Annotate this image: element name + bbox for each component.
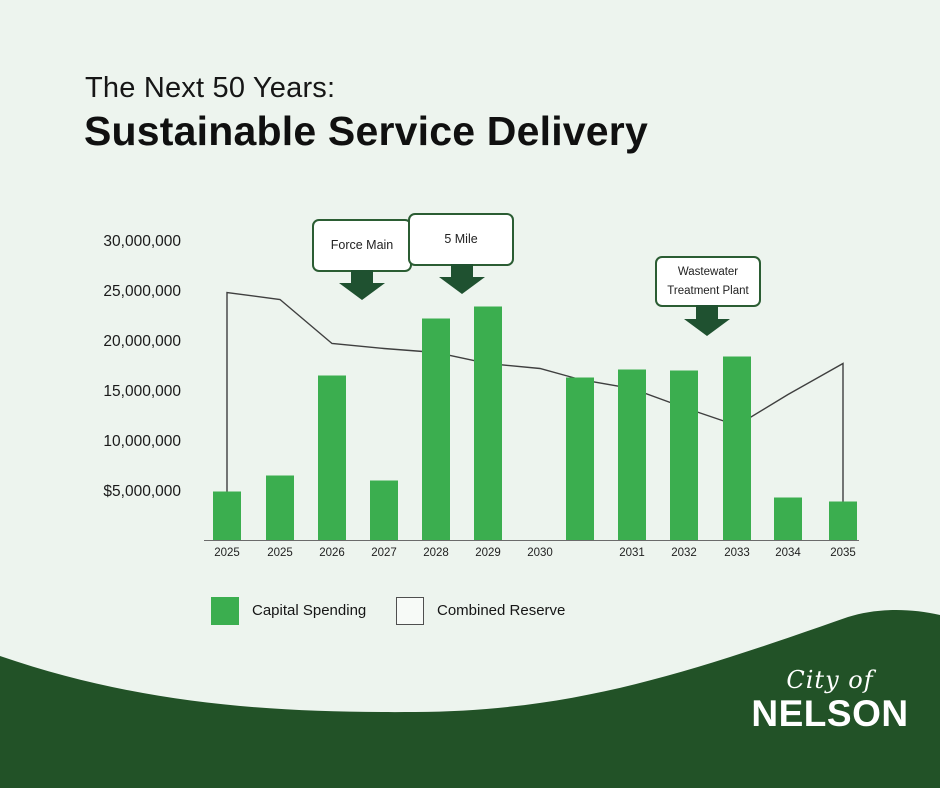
x-tick-2031-8: 2031 — [619, 547, 645, 559]
legend-label-capital-spending: Capital Spending — [252, 602, 367, 619]
logo-city-of: City of — [786, 666, 874, 694]
logo-nelson: NELSON — [751, 693, 909, 734]
x-tick-2025-0: 2025 — [214, 547, 240, 559]
legend-item-combined-reserve: Combined Reserve — [396, 596, 565, 625]
bar-2029 — [474, 306, 502, 541]
callout-force-main: Force Main — [312, 219, 412, 272]
bar-2025 — [213, 491, 241, 541]
x-tick-2026-2: 2026 — [319, 547, 345, 559]
footer-wave — [0, 609, 940, 788]
callout-wastewater-treatment-plant: Wastewater Treatment Plant — [655, 256, 761, 307]
bar-2033 — [723, 356, 751, 541]
x-tick-2034-11: 2034 — [775, 547, 801, 559]
x-tick-2035-12: 2035 — [830, 547, 856, 559]
callout-5-mile: 5 Mile — [408, 213, 514, 266]
bar-2032 — [670, 370, 698, 541]
city-of-nelson-logo: City of NELSON — [735, 666, 925, 735]
callout-5-mile-label: 5 Mile — [444, 232, 478, 246]
y-tick-10000000: 10,000,000 — [103, 433, 181, 450]
bar-2028 — [422, 318, 450, 541]
x-tick-2029-5: 2029 — [475, 547, 501, 559]
callout-force-main-label: Force Main — [330, 238, 394, 252]
down-arrow-icon — [684, 305, 730, 336]
y-tick-25000000: 25,000,000 — [103, 283, 181, 300]
x-tick-2033-10: 2033 — [724, 547, 750, 559]
y-tick-15000000: 15,000,000 — [103, 383, 181, 400]
bar-2031 — [618, 369, 646, 541]
title-kicker: The Next 50 Years: — [85, 72, 336, 104]
bar-2027 — [370, 480, 398, 541]
bar-2025 — [266, 475, 294, 541]
bar-2035 — [829, 501, 857, 541]
y-tick-5000000: $5,000,000 — [103, 483, 181, 500]
page-title: Sustainable Service Delivery — [84, 108, 648, 154]
bar-2026 — [318, 375, 346, 541]
bar-2034 — [774, 497, 802, 541]
legend-label-combined-reserve: Combined Reserve — [437, 602, 566, 619]
legend-item-capital-spending: Capital Spending — [211, 596, 366, 625]
down-arrow-icon — [439, 264, 485, 294]
legend-swatch-capital-spending — [211, 596, 239, 625]
x-tick-2027-3: 2027 — [371, 547, 397, 559]
x-tick-2030-6: 2030 — [527, 547, 553, 559]
y-tick-20000000: 20,000,000 — [103, 333, 181, 350]
down-arrow-icon — [339, 270, 385, 300]
callout-wastewater-label: Wastewater Treatment Plant — [667, 265, 749, 297]
combined-reserve-line — [226, 291, 844, 541]
legend-swatch-combined-reserve — [396, 596, 424, 625]
x-tick-2028-4: 2028 — [423, 547, 449, 559]
x-tick-2025-1: 2025 — [267, 547, 293, 559]
bar-blank-7 — [566, 377, 594, 541]
x-tick-2032-9: 2032 — [671, 547, 697, 559]
y-tick-30000000: 30,000,000 — [103, 233, 181, 250]
